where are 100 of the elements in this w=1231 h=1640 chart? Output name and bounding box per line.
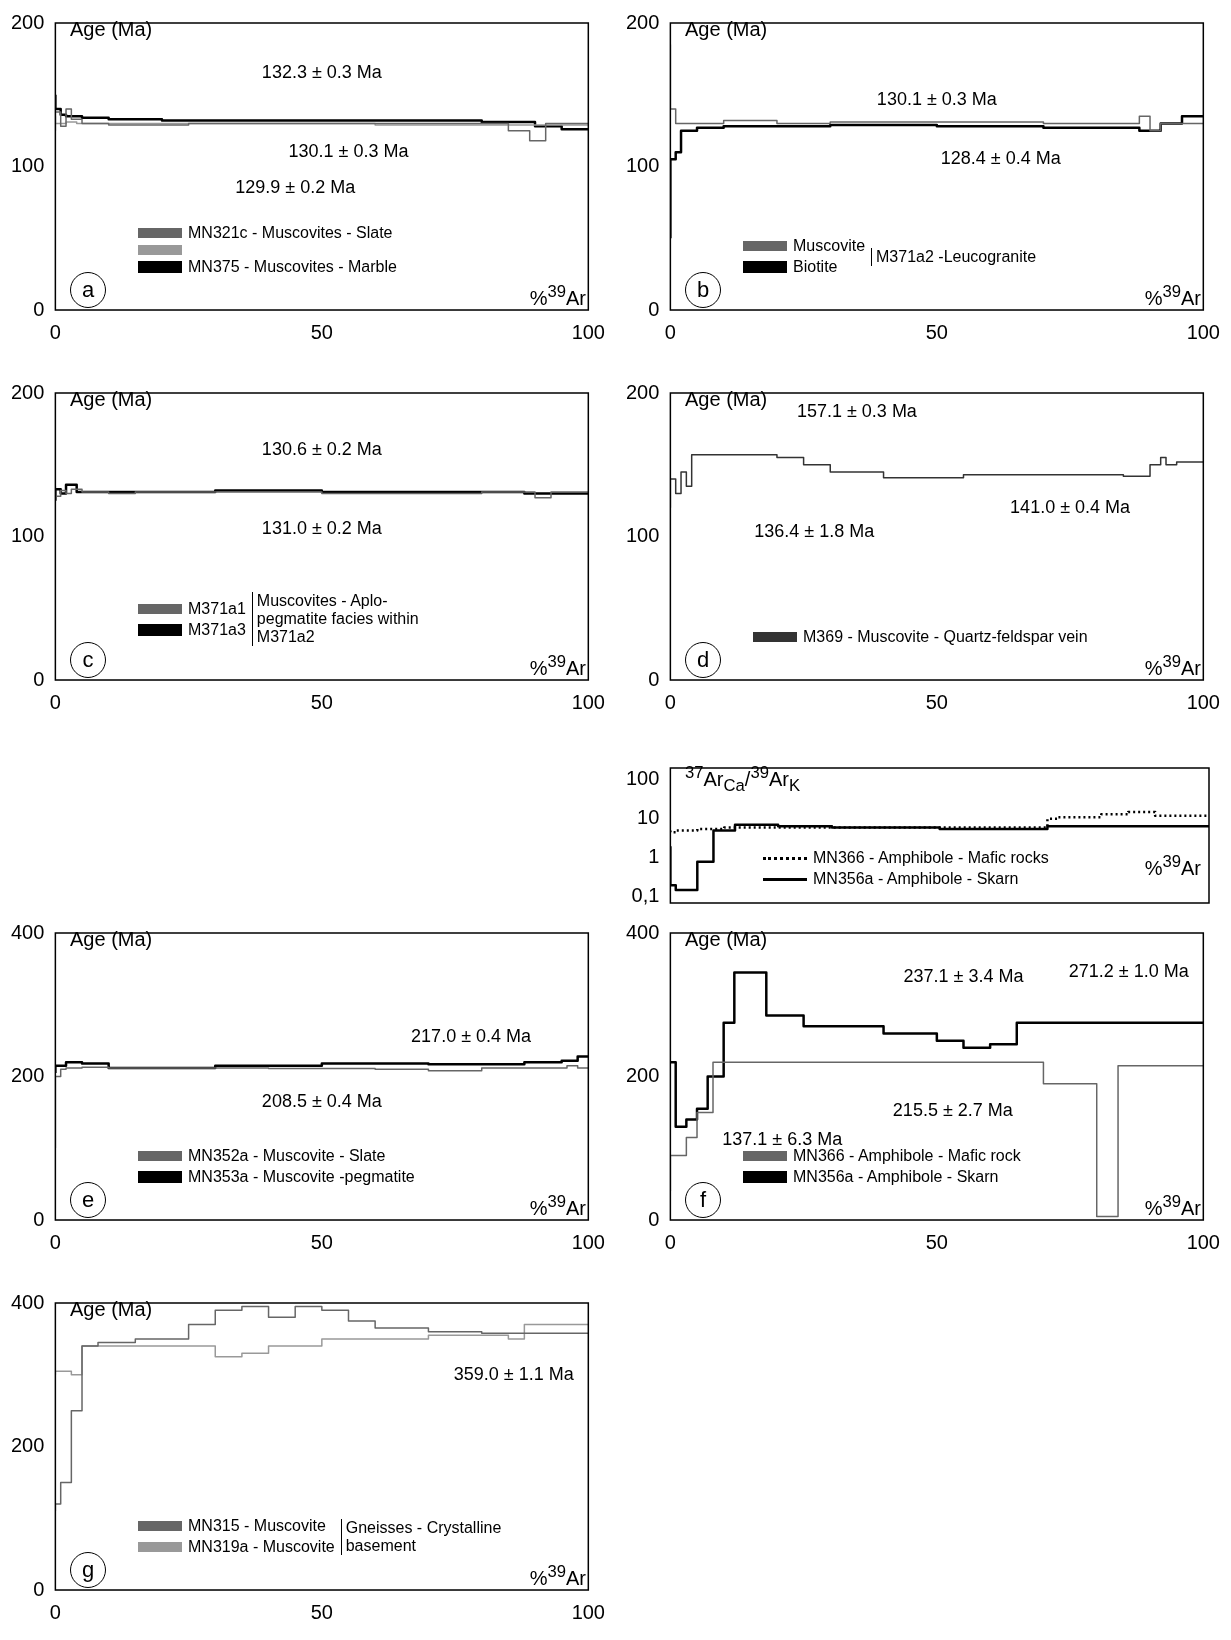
x-axis-title: %$^{39}$Ar: [529, 1192, 586, 1220]
y-axis-title: Age (Ma): [70, 18, 153, 41]
text: c: [70, 642, 106, 678]
x-axis-title: %$^{39}$Ar: [529, 1562, 586, 1590]
x-axis-title: %$^{39}$Ar: [1144, 1192, 1201, 1220]
x-tick-label: 100: [571, 1600, 605, 1623]
annotation: 128.4 ± 0.4 Ma: [940, 148, 1062, 169]
x-tick-label: 0: [49, 1230, 61, 1253]
legend-label: MN352a - Muscovite - Slate: [188, 1147, 386, 1165]
text: b: [685, 272, 721, 308]
legend-title: Muscovites - Aplo-pegmatite facies within M371a2: [251, 592, 457, 646]
y-tick-label: 0: [648, 297, 660, 320]
legend-label: MN319a - Muscovite: [188, 1538, 335, 1556]
x-axis-title: %$^{39}$Ar: [1144, 852, 1201, 880]
x-tick-label: 0: [664, 1230, 676, 1253]
y-tick-label: 0: [33, 1207, 45, 1230]
y-axis-title: Age (Ma): [685, 928, 768, 951]
x-tick-label: 100: [1186, 1230, 1220, 1253]
legend-label: M371a3: [188, 620, 246, 639]
text: a: [70, 272, 106, 308]
x-tick-label: 0: [49, 320, 61, 343]
legend-title: M371a2 -Leucogranite: [871, 247, 1037, 266]
y-tick-label: 200: [10, 1434, 45, 1457]
x-tick-label: 50: [310, 320, 333, 343]
y-tick-label: 200: [10, 380, 45, 403]
annotation: 132.3 ± 0.3 Ma: [261, 62, 383, 83]
x-tick-label: 50: [925, 1230, 948, 1253]
annotation: 130.1 ± 0.3 Ma: [288, 141, 410, 162]
legend-label: M369 - Muscovite - Quartz-feldspar vein: [803, 628, 1088, 646]
x-tick-label: 100: [1186, 320, 1220, 343]
annotation: 136.4 ± 1.8 Ma: [754, 521, 876, 542]
x-axis-title: %$^{39}$Ar: [1144, 282, 1201, 310]
annotation: 208.5 ± 0.4 Ma: [261, 1090, 383, 1111]
x-tick-label: 50: [925, 690, 948, 713]
x-tick-label: 0: [664, 320, 676, 343]
y-tick-label: 400: [10, 920, 45, 943]
legend-label: MN366 - Amphibole - Mafic rocks: [813, 849, 1049, 867]
legend-label: Muscovite: [793, 237, 866, 255]
text: e: [70, 1182, 106, 1218]
legend-label: MN356a - Amphibole - Skarn: [813, 870, 1019, 888]
y-axis-title: Age (Ma): [685, 388, 768, 411]
y-tick-label: 0: [648, 667, 660, 690]
x-tick-label: 100: [571, 1230, 605, 1253]
annotation: 131.0 ± 0.2 Ma: [261, 518, 383, 539]
y-tick-label: 0,1: [631, 884, 660, 907]
annotation: 237.1 ± 3.4 Ma: [903, 966, 1025, 987]
x-tick-label: 100: [1186, 690, 1220, 713]
y-tick-label: 200: [10, 10, 45, 33]
y-tick-label: 200: [10, 1064, 45, 1087]
y-tick-label: 100: [10, 524, 45, 547]
annotation: 141.0 ± 0.4 Ma: [1010, 496, 1132, 517]
y-axis-title: Age (Ma): [70, 1298, 153, 1321]
annotation: 157.1 ± 0.3 Ma: [796, 400, 918, 421]
x-tick-label: 100: [571, 690, 605, 713]
x-tick-label: 50: [925, 320, 948, 343]
y-axis-title: Age (Ma): [685, 18, 768, 41]
x-tick-label: 50: [310, 1600, 333, 1623]
annotation: 129.9 ± 0.2 Ma: [235, 176, 357, 197]
legend-label: MN366 - Amphibole - Mafic rock: [793, 1147, 1021, 1165]
legend-label: MN315 - Muscovite: [188, 1517, 326, 1535]
y-tick-label: 100: [10, 154, 45, 177]
x-tick-label: 50: [310, 690, 333, 713]
legend-label: MN375 - Muscovites - Marble: [188, 258, 397, 276]
annotation: 217.0 ± 0.4 Ma: [411, 1026, 533, 1047]
x-tick-label: 100: [571, 320, 605, 343]
legend-label: M371a1: [188, 599, 246, 618]
text: d: [685, 642, 721, 678]
y-axis-title: $^{37}$Ar$_{Ca}$/$^{39}$Ar$_{K}$: [685, 763, 801, 796]
x-tick-label: 0: [664, 690, 676, 713]
y-tick-label: 400: [625, 920, 660, 943]
y-tick-label: 100: [625, 154, 660, 177]
legend-label: Biotite: [793, 258, 838, 276]
y-tick-label: 200: [625, 10, 660, 33]
legend-label: MN321c - Muscovites - Slate: [188, 224, 393, 242]
y-tick-label: 10: [637, 806, 660, 829]
y-axis-title: Age (Ma): [70, 928, 153, 951]
text: f: [685, 1182, 721, 1218]
legend-label: MN353a - Muscovite -pegmatite: [188, 1168, 415, 1186]
y-tick-label: 100: [625, 767, 660, 790]
x-axis-title: %$^{39}$Ar: [1144, 652, 1201, 680]
annotation: 130.1 ± 0.3 Ma: [876, 89, 998, 110]
x-tick-label: 50: [310, 1230, 333, 1253]
y-tick-label: 0: [33, 667, 45, 690]
annotation: 215.5 ± 2.7 Ma: [892, 1099, 1014, 1120]
annotation: 271.2 ± 1.0 Ma: [1068, 961, 1190, 982]
y-tick-label: 400: [10, 1290, 45, 1313]
y-tick-label: 100: [625, 524, 660, 547]
legend-title: Gneisses - Crystalline basement: [340, 1518, 546, 1555]
x-tick-label: 0: [49, 1600, 61, 1623]
legend-label: MN356a - Amphibole - Skarn: [793, 1168, 999, 1186]
y-tick-label: 200: [625, 1064, 660, 1087]
y-tick-label: 200: [625, 380, 660, 403]
x-axis-title: %$^{39}$Ar: [529, 652, 586, 680]
text: g: [70, 1552, 106, 1588]
y-tick-label: 0: [33, 1577, 45, 1600]
y-axis-title: Age (Ma): [70, 388, 153, 411]
annotation: 130.6 ± 0.2 Ma: [261, 439, 383, 460]
y-tick-label: 1: [648, 845, 660, 868]
x-tick-label: 0: [49, 690, 61, 713]
annotation: 137.1 ± 6.3 Ma: [722, 1128, 844, 1149]
